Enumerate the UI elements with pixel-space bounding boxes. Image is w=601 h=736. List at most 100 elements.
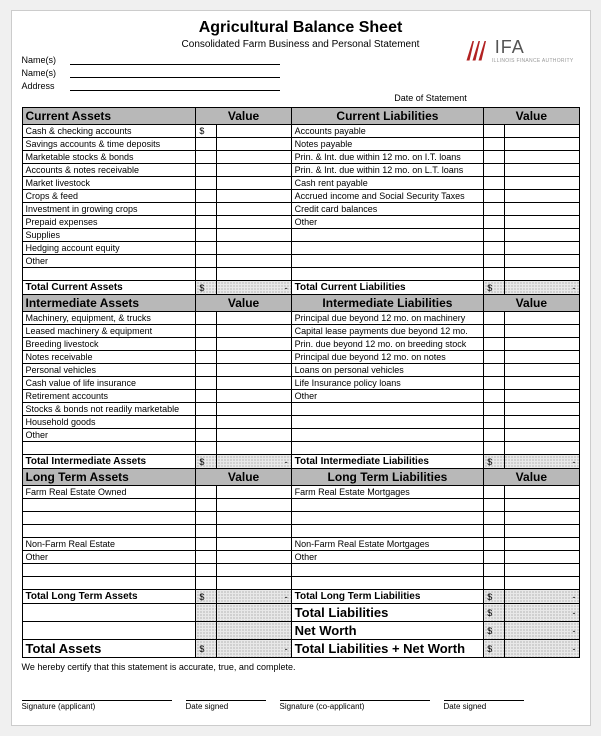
liability-value[interactable] [504, 177, 579, 190]
asset-value[interactable] [217, 512, 292, 525]
asset-value[interactable] [217, 138, 292, 151]
name1-input[interactable] [70, 53, 280, 65]
asset-value[interactable] [217, 312, 292, 325]
asset-value[interactable] [217, 325, 292, 338]
assets-total-label: Total Intermediate Assets [22, 455, 196, 469]
liability-value[interactable] [504, 512, 579, 525]
liability-value[interactable] [504, 390, 579, 403]
currency-cell [484, 442, 505, 455]
liability-value[interactable] [504, 429, 579, 442]
liability-value[interactable] [504, 138, 579, 151]
asset-value[interactable] [217, 429, 292, 442]
liability-value[interactable] [504, 151, 579, 164]
liability-label [291, 512, 484, 525]
asset-value[interactable] [217, 577, 292, 590]
liability-value[interactable] [504, 242, 579, 255]
asset-value[interactable] [217, 229, 292, 242]
total-liab-nw-label: Total Liabilities + Net Worth [291, 640, 484, 658]
liability-value[interactable] [504, 577, 579, 590]
asset-label [22, 442, 196, 455]
liability-value[interactable] [504, 351, 579, 364]
name2-input[interactable] [70, 66, 280, 78]
asset-value[interactable] [217, 255, 292, 268]
liability-value[interactable] [504, 312, 579, 325]
asset-value[interactable] [217, 268, 292, 281]
currency-cell [484, 364, 505, 377]
asset-value[interactable] [217, 403, 292, 416]
liability-value[interactable] [504, 499, 579, 512]
liability-value[interactable] [504, 377, 579, 390]
asset-value[interactable] [217, 538, 292, 551]
asset-value[interactable] [217, 164, 292, 177]
asset-value[interactable] [217, 125, 292, 138]
liability-value[interactable] [504, 255, 579, 268]
liab-total-value [504, 281, 579, 295]
asset-value[interactable] [217, 390, 292, 403]
liability-value[interactable] [504, 525, 579, 538]
date-signed-2[interactable]: Date signed [444, 700, 524, 711]
asset-value[interactable] [217, 416, 292, 429]
asset-value[interactable] [217, 190, 292, 203]
asset-value[interactable] [217, 551, 292, 564]
section-header: Current Liabilities [291, 108, 484, 125]
liability-label: Credit card balances [291, 203, 484, 216]
asset-label: Hedging account equity [22, 242, 196, 255]
liability-value[interactable] [504, 268, 579, 281]
asset-value[interactable] [217, 216, 292, 229]
liability-label: Other [291, 216, 484, 229]
asset-value[interactable] [217, 351, 292, 364]
signature-applicant[interactable]: Signature (applicant) [22, 700, 172, 711]
liability-value[interactable] [504, 164, 579, 177]
currency-cell [484, 538, 505, 551]
liability-value[interactable] [504, 551, 579, 564]
asset-value[interactable] [217, 364, 292, 377]
asset-label: Personal vehicles [22, 364, 196, 377]
signature-coapplicant[interactable]: Signature (co-applicant) [280, 700, 430, 711]
liability-value[interactable] [504, 229, 579, 242]
section-header: Intermediate Liabilities [291, 295, 484, 312]
asset-value[interactable] [217, 442, 292, 455]
liability-value[interactable] [504, 338, 579, 351]
currency-cell [196, 138, 217, 151]
currency-cell [196, 216, 217, 229]
currency-cell [484, 455, 505, 469]
liability-value[interactable] [504, 564, 579, 577]
asset-value[interactable] [217, 203, 292, 216]
currency-cell [196, 151, 217, 164]
liability-value[interactable] [504, 203, 579, 216]
liab-total-label: Total Intermediate Liabilities [291, 455, 484, 469]
currency-cell [196, 564, 217, 577]
asset-label: Crops & feed [22, 190, 196, 203]
liability-value[interactable] [504, 125, 579, 138]
currency-cell [196, 577, 217, 590]
asset-value[interactable] [217, 338, 292, 351]
currency-cell [196, 190, 217, 203]
address-input[interactable] [70, 79, 280, 91]
currency-cell [484, 564, 505, 577]
liability-value[interactable] [504, 538, 579, 551]
currency-cell [484, 190, 505, 203]
date-signed-1[interactable]: Date signed [186, 700, 266, 711]
currency-cell [196, 455, 217, 469]
asset-label [22, 512, 196, 525]
liability-value[interactable] [504, 416, 579, 429]
liability-value[interactable] [504, 190, 579, 203]
liability-value[interactable] [504, 216, 579, 229]
asset-value[interactable] [217, 151, 292, 164]
asset-label: Other [22, 429, 196, 442]
asset-value[interactable] [217, 525, 292, 538]
liability-value[interactable] [504, 486, 579, 499]
liability-value[interactable] [504, 403, 579, 416]
currency-cell [196, 590, 217, 604]
blank [22, 622, 196, 640]
liability-value[interactable] [504, 442, 579, 455]
asset-value[interactable] [217, 177, 292, 190]
asset-value[interactable] [217, 242, 292, 255]
liability-value[interactable] [504, 364, 579, 377]
asset-value[interactable] [217, 499, 292, 512]
asset-value[interactable] [217, 377, 292, 390]
liability-value[interactable] [504, 325, 579, 338]
asset-value[interactable] [217, 564, 292, 577]
liability-label [291, 403, 484, 416]
asset-value[interactable] [217, 486, 292, 499]
